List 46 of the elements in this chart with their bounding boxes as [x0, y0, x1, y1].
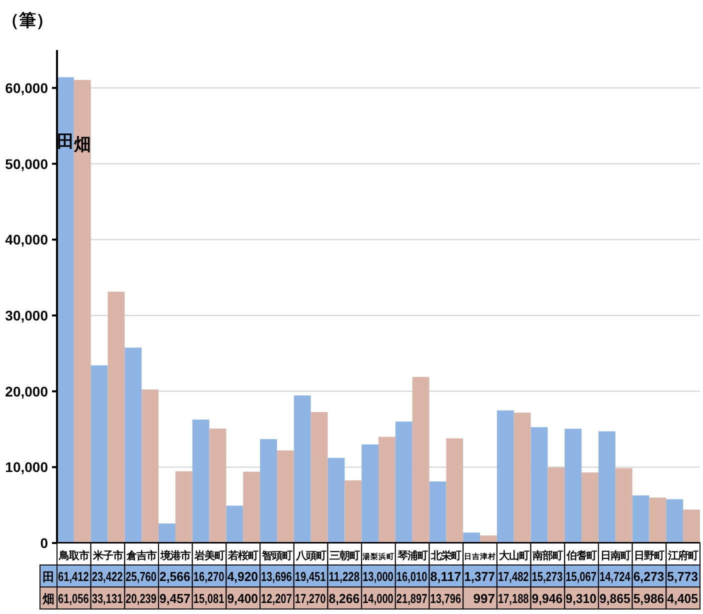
x-tick-label: 若桜町	[227, 550, 258, 562]
text: 田	[56, 132, 74, 152]
y-tick-label: 50,000	[5, 156, 48, 172]
y-tick-label: 60,000	[5, 80, 48, 96]
data-label: 8,117	[430, 569, 462, 584]
y-tick-label: 0	[40, 535, 48, 551]
x-tick-label: 智頭町	[260, 550, 292, 562]
x-tick-label: 伯耆町	[566, 550, 597, 562]
data-label: 9,310	[566, 591, 598, 606]
data-label: 9,946	[532, 591, 564, 606]
data-label: 9,400	[227, 591, 260, 606]
data-label: 997	[473, 591, 495, 606]
x-tick-label: 日南町	[600, 550, 630, 562]
legend-label: 畑	[42, 592, 54, 606]
x-tick-label: 日野町	[634, 550, 664, 562]
y-tick-label: 10,000	[5, 459, 48, 476]
legend-label: 田	[42, 570, 54, 584]
data-label: 6,273	[633, 569, 666, 584]
data-label: 9,457	[160, 591, 192, 606]
x-tick-label: 倉吉市	[126, 550, 157, 562]
text: 畑	[74, 134, 91, 154]
data-label: 9,865	[599, 591, 632, 606]
bar	[463, 532, 480, 543]
x-tick-label: 江府町	[667, 550, 698, 562]
x-tick-label: 鳥取市	[58, 550, 89, 562]
x-tick-label: 境港市	[159, 550, 190, 562]
y-tick-label: 20,000	[5, 383, 48, 400]
x-tick-label: 北栄町	[430, 550, 462, 562]
data-label: 5,773	[667, 569, 700, 584]
x-tick-label: 琴浦町	[396, 550, 428, 562]
x-tick-label: 米子市	[92, 550, 123, 562]
data-label: 1,377	[464, 569, 497, 584]
y-tick-label: 40,000	[5, 232, 48, 248]
x-tick-label: 八頭町	[294, 550, 326, 562]
data-label: 8,266	[328, 591, 362, 606]
data-label: 5,986	[633, 591, 666, 606]
data-label: 4,920	[227, 569, 260, 584]
x-tick-label: 三朝町	[330, 550, 360, 562]
y-tick-label: 30,000	[5, 307, 48, 324]
y-axis-title: （筆）	[2, 11, 53, 30]
x-tick-label: 岩美町	[193, 550, 224, 562]
data-label: 2,566	[160, 569, 192, 584]
x-tick-label: 南部町	[532, 550, 563, 562]
x-tick-label: 大山町	[498, 550, 529, 562]
data-label: 13,796	[430, 591, 470, 606]
data-label: 4,405	[667, 591, 700, 606]
